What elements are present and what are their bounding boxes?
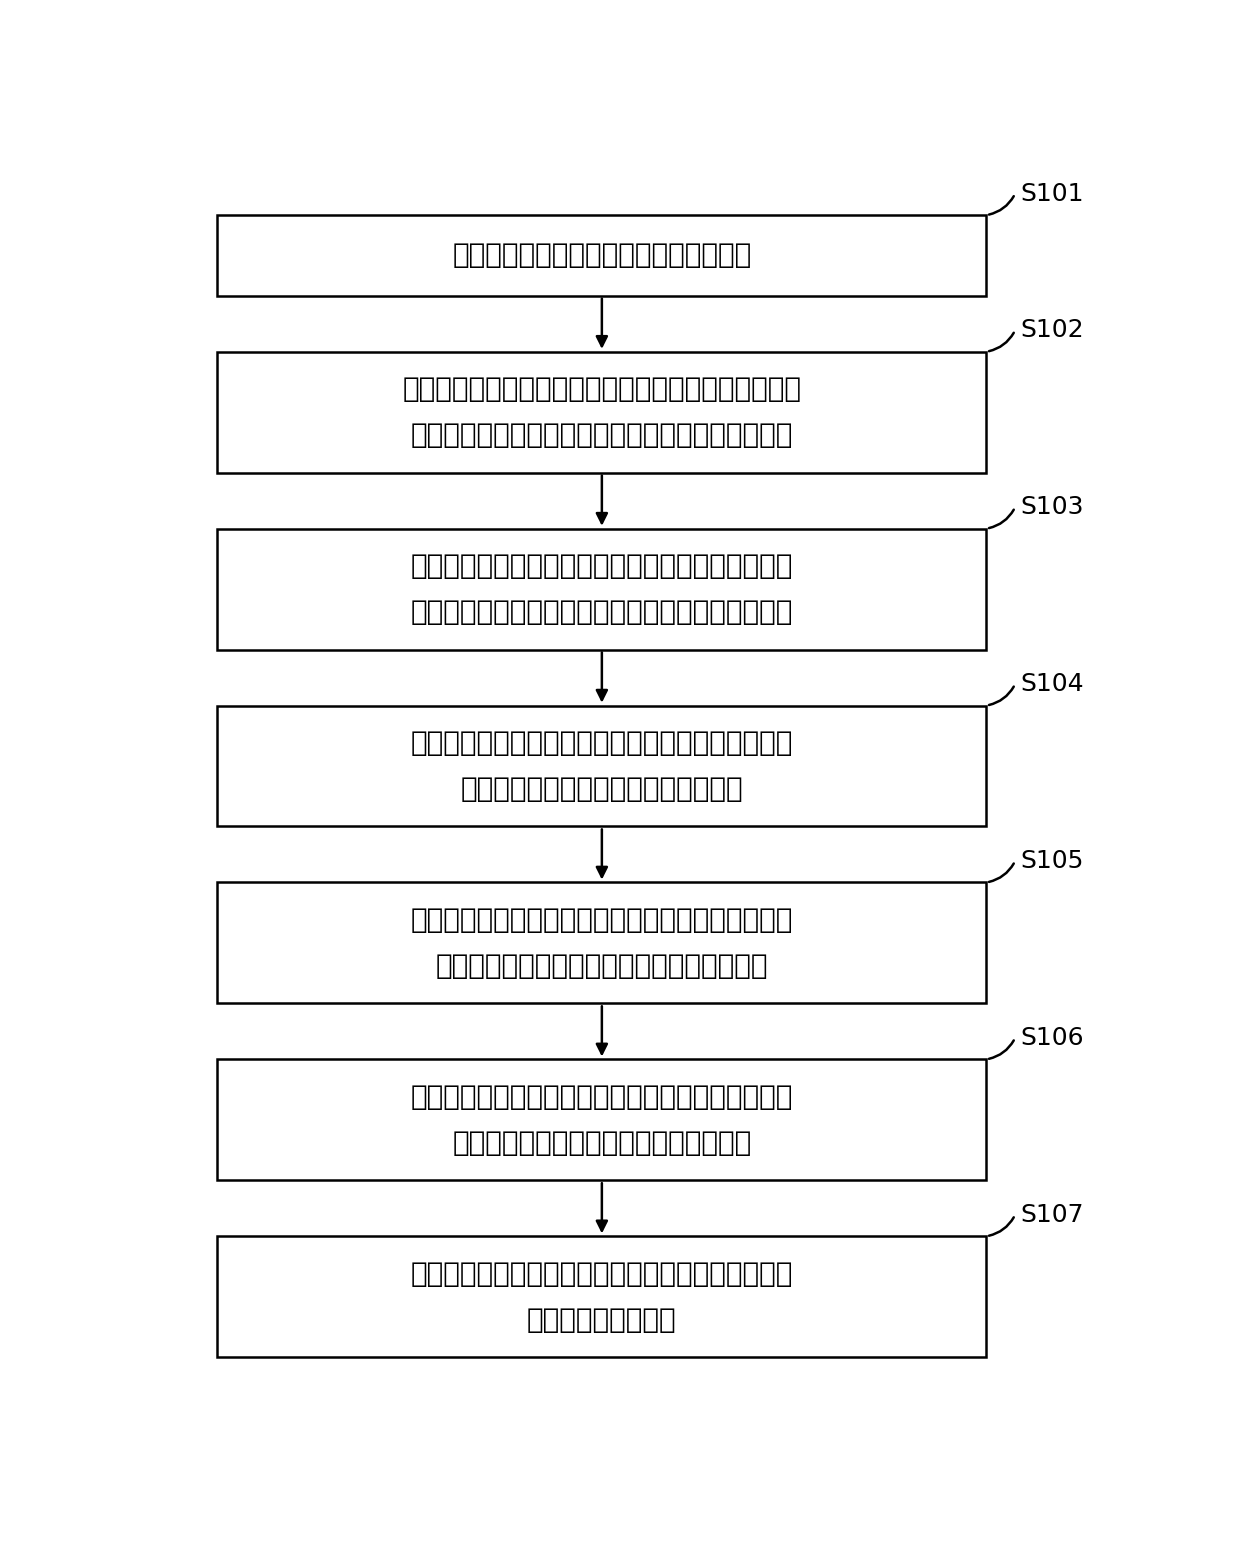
Text: S105: S105: [1019, 850, 1084, 873]
Text: S106: S106: [1019, 1026, 1084, 1051]
Text: S103: S103: [1019, 496, 1084, 519]
Bar: [217, 1236, 986, 1357]
Bar: [217, 528, 986, 649]
FancyArrowPatch shape: [990, 1040, 1014, 1058]
Text: S107: S107: [1019, 1204, 1084, 1227]
Text: S104: S104: [1019, 672, 1084, 697]
Bar: [217, 352, 986, 473]
Bar: [217, 706, 986, 827]
Text: S101: S101: [1019, 182, 1084, 205]
FancyArrowPatch shape: [990, 686, 1014, 705]
Text: 面拟合，将实际船船分段曲面空间位置显示在屏幕上: 面拟合，将实际船船分段曲面空间位置显示在屏幕上: [410, 422, 794, 450]
FancyArrowPatch shape: [990, 864, 1014, 882]
Text: 调整到水平位置并记录该位置下的船船分段曲面数据: 调整到水平位置并记录该位置下的船船分段曲面数据: [410, 598, 794, 626]
Bar: [217, 1060, 986, 1180]
FancyArrowPatch shape: [990, 510, 1014, 528]
Text: 利用ＮＵＲＢＳ技术，根据记录的水平位置下的船船: 利用ＮＵＲＢＳ技术，根据记录的水平位置下的船船: [410, 905, 794, 933]
Text: 设定船船分段曲面与胎架支柱框架坐标原点的相对坐: 设定船船分段曲面与胎架支柱框架坐标原点的相对坐: [410, 729, 794, 757]
Text: 利用数据接口技术读取船船分段曲面数据: 利用数据接口技术读取船船分段曲面数据: [453, 241, 751, 269]
Text: S102: S102: [1019, 318, 1084, 343]
Text: 标关系，确定各个胎架支柱的具体坐标: 标关系，确定各个胎架支柱的具体坐标: [460, 776, 743, 803]
Text: 架支柱进行控制调整: 架支柱进行控制调整: [527, 1306, 677, 1333]
Text: 利用三维坐标变换技术，将读取的船船分段曲面数据: 利用三维坐标变换技术，将读取的船船分段曲面数据: [410, 552, 794, 579]
Text: 分段曲面数据拟合出船船分段曲面的曲面函数: 分段曲面数据拟合出船船分段曲面的曲面函数: [435, 952, 768, 980]
Bar: [217, 882, 986, 1003]
Bar: [217, 215, 986, 295]
Text: 根据各个胎架支柱在船船分段曲面的具体坐标和曲面: 根据各个胎架支柱在船船分段曲面的具体坐标和曲面: [410, 1083, 794, 1111]
FancyArrowPatch shape: [990, 332, 1014, 351]
FancyArrowPatch shape: [990, 1217, 1014, 1236]
Text: 根据计算出的各个胎架支柱应有的高度同时对各个胎: 根据计算出的各个胎架支柱应有的高度同时对各个胎: [410, 1259, 794, 1289]
Text: 函数，插値计算各个胎架支柱应有的高度: 函数，插値计算各个胎架支柱应有的高度: [453, 1129, 751, 1157]
FancyArrowPatch shape: [990, 196, 1014, 215]
Text: 利用ＮＵＲＢＳ技术对读取的船船分段曲面数据进行曲: 利用ＮＵＲＢＳ技术对读取的船船分段曲面数据进行曲: [402, 375, 801, 403]
